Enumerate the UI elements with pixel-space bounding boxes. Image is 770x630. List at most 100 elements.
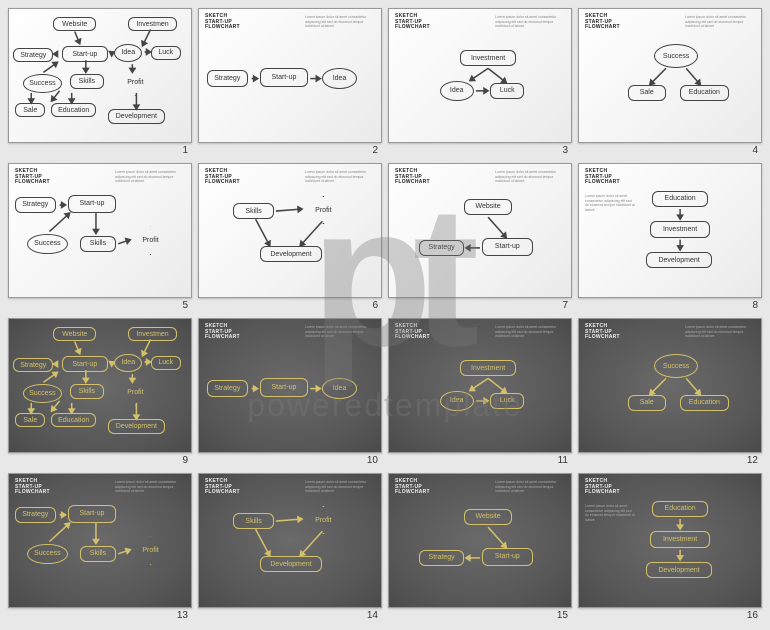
node-investment: Investment xyxy=(650,221,711,237)
slide-number: 11 xyxy=(388,453,572,467)
node-skills: Skills xyxy=(70,74,104,88)
node-luck: Luck xyxy=(151,356,181,370)
slide-cell: SKETCHSTART-UPFLOWCHARTLorem ipsum dolor… xyxy=(388,163,572,312)
diagram-invest: Investment Idea Luck xyxy=(389,319,571,452)
slide-thumbnail-4[interactable]: SKETCHSTART-UPFLOWCHARTLorem ipsum dolor… xyxy=(578,8,762,143)
node-development: Development xyxy=(260,246,323,262)
slide-number: 9 xyxy=(8,453,192,467)
slide-number: 8 xyxy=(578,298,762,312)
node-education: Education xyxy=(652,191,709,207)
node-startup: Start-up xyxy=(68,195,117,213)
node-profit: Profit xyxy=(118,72,152,92)
node-luck: Luck xyxy=(151,46,181,60)
slide-number: 4 xyxy=(578,143,762,157)
slide-thumbnail-2[interactable]: SKETCHSTART-UPFLOWCHARTLorem ipsum dolor… xyxy=(198,8,382,143)
slide-thumbnail-12[interactable]: SKETCHSTART-UPFLOWCHARTLorem ipsum dolor… xyxy=(578,318,762,453)
slide-thumbnail-15[interactable]: SKETCHSTART-UPFLOWCHARTLorem ipsum dolor… xyxy=(388,473,572,608)
node-idea: Idea xyxy=(322,378,356,398)
diagram-full: WebsiteInvestmenStrategyStart-upIdeaLuck… xyxy=(9,9,191,142)
node-website: Website xyxy=(464,509,513,525)
node-strategy: Strategy xyxy=(13,48,53,62)
slide-grid: Website Investmen Strategy Start-up Idea Luck… xyxy=(0,0,770,630)
slide-cell: SKETCHSTART-UPFLOWCHARTLorem ipsum dolor… xyxy=(198,8,382,157)
node-startup: Start-up xyxy=(482,238,533,256)
node-luck: Luck xyxy=(490,393,524,409)
slide-number: 14 xyxy=(198,608,382,622)
slide-number: 3 xyxy=(388,143,572,157)
node-sale: Sale xyxy=(15,103,45,117)
node-investmen: Investmen xyxy=(128,327,177,341)
node-development: Development xyxy=(646,252,713,268)
node-success: Success xyxy=(23,74,61,92)
slide-thumbnail-5[interactable]: SKETCHSTART-UPFLOWCHARTLorem ipsum dolor… xyxy=(8,163,192,298)
node-website: Website xyxy=(53,327,95,341)
node-startup: Start-up xyxy=(260,378,309,396)
node-success: Success xyxy=(23,384,61,402)
diagram-invest: InvestmentIdeaLuck xyxy=(389,9,571,142)
slide-thumbnail-11[interactable]: SKETCHSTART-UPFLOWCHARTLorem ipsum dolor… xyxy=(388,318,572,453)
node-startup: Start-up xyxy=(482,548,533,566)
slide-cell: SKETCHSTART-UPFLOWCHARTLorem ipsum dolor… xyxy=(198,163,382,312)
node-skills: Skills xyxy=(70,384,104,398)
node-startup: Start-up xyxy=(62,356,109,372)
node-startup: Start-up xyxy=(260,68,309,86)
node-investment: Investment xyxy=(460,360,517,376)
slide-thumbnail-8[interactable]: SKETCHSTART-UPFLOWCHARTLorem ipsum dolor… xyxy=(578,163,762,298)
node-skills: Skills xyxy=(233,203,273,219)
node-profit: Profit xyxy=(304,509,342,532)
node-strategy: Strategy xyxy=(15,197,55,213)
slide-thumbnail-1[interactable]: WebsiteInvestmenStrategyStart-upIdeaLuck… xyxy=(8,8,192,143)
diagram-success: SuccessSaleEducation xyxy=(579,319,761,452)
slide-thumbnail-3[interactable]: SKETCHSTART-UPFLOWCHARTLorem ipsum dolor… xyxy=(388,8,572,143)
node-investment: Investment xyxy=(650,531,711,547)
node-education: Education xyxy=(652,501,709,517)
diagram-web: Website Strategy Start-up xyxy=(389,164,571,297)
slide-number: 15 xyxy=(388,608,572,622)
node-website: Website xyxy=(464,199,513,215)
diagram-stack: EducationInvestmentDevelopment xyxy=(579,474,761,607)
slide-cell: SKETCHSTART-UPFLOWCHARTLorem ipsum dolor… xyxy=(8,163,192,312)
node-strategy: Strategy xyxy=(13,358,53,372)
slide-thumbnail-14[interactable]: SKETCHSTART-UPFLOWCHARTLorem ipsum dolor… xyxy=(198,473,382,608)
diagram-dev: SkillsProfitDevelopment xyxy=(199,164,381,297)
node-skills: Skills xyxy=(80,546,116,562)
node-profit: Profit xyxy=(132,229,168,252)
slide-number: 7 xyxy=(388,298,572,312)
diagram-dev: SkillsProfitDevelopment xyxy=(199,474,381,607)
diagram-web: WebsiteStrategyStart-up xyxy=(389,474,571,607)
node-startup: Start-up xyxy=(62,46,109,62)
slide-number: 1 xyxy=(8,143,192,157)
node-investment: Investment xyxy=(460,50,517,66)
slide-thumbnail-9[interactable]: WebsiteInvestmenStrategyStart-upIdeaLuck… xyxy=(8,318,192,453)
slide-number: 10 xyxy=(198,453,382,467)
node-strategy: Strategy xyxy=(207,70,247,86)
node-education: Education xyxy=(680,85,729,101)
slide-cell: SKETCHSTART-UPFLOWCHARTLorem ipsum dolor… xyxy=(388,473,572,622)
node-profit: Profit xyxy=(118,382,152,402)
slide-cell: SKETCHSTART-UPFLOWCHARTLorem ipsum dolor… xyxy=(578,318,762,467)
diagram-five: StrategyStart-upSuccessSkillsProfit xyxy=(9,474,191,607)
slide-number: 2 xyxy=(198,143,382,157)
slide-cell: WebsiteInvestmenStrategyStart-upIdeaLuck… xyxy=(8,318,192,467)
node-success: Success xyxy=(27,544,67,564)
node-idea: Idea xyxy=(440,391,474,411)
slide-cell: SKETCHSTART-UPFLOWCHARTLorem ipsum dolor… xyxy=(8,473,192,622)
slide-thumbnail-13[interactable]: SKETCHSTART-UPFLOWCHARTLorem ipsum dolor… xyxy=(8,473,192,608)
diagram-strip: Strategy Start-up Idea xyxy=(199,9,381,142)
node-idea: Idea xyxy=(322,68,356,88)
node-success: Success xyxy=(27,234,67,254)
slide-cell: SKETCHSTART-UPFLOWCHARTLorem ipsum dolor… xyxy=(388,318,572,467)
node-strategy: Strategy xyxy=(419,240,463,256)
diagram-five: StrategyStart-upSuccessSkillsProfit xyxy=(9,164,191,297)
node-sale: Sale xyxy=(628,85,666,101)
slide-thumbnail-16[interactable]: SKETCHSTART-UPFLOWCHARTLorem ipsum dolor… xyxy=(578,473,762,608)
node-development: Development xyxy=(260,556,323,572)
slide-thumbnail-10[interactable]: SKETCHSTART-UPFLOWCHARTLorem ipsum dolor… xyxy=(198,318,382,453)
node-luck: Luck xyxy=(490,83,524,99)
slide-thumbnail-6[interactable]: SKETCHSTART-UPFLOWCHARTLorem ipsum dolor… xyxy=(198,163,382,298)
slide-thumbnail-7[interactable]: SKETCHSTART-UPFLOWCHARTLorem ipsum dolor… xyxy=(388,163,572,298)
node-sale: Sale xyxy=(15,413,45,427)
slide-number: 16 xyxy=(578,608,762,622)
node-website: Website xyxy=(53,17,95,31)
slide-number: 6 xyxy=(198,298,382,312)
